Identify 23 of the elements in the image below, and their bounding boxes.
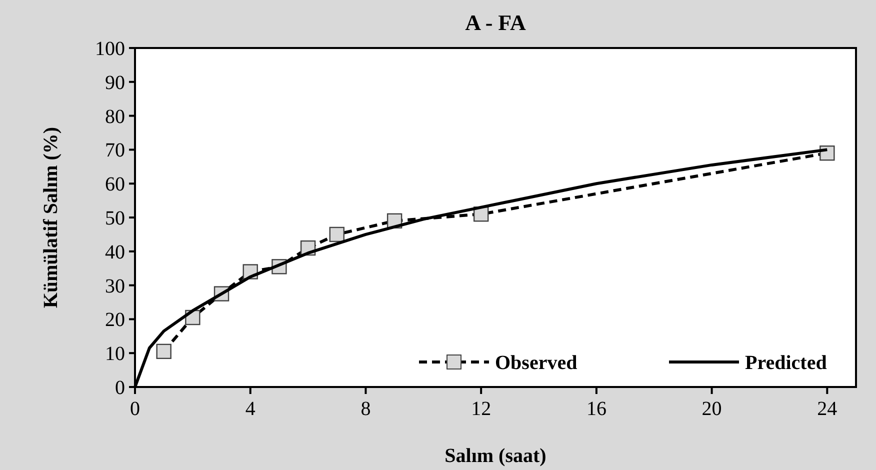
y-axis-title: Kümülatif Salım (%)	[40, 126, 62, 308]
chart-title: A - FA	[465, 10, 526, 35]
y-tick-label: 10	[105, 343, 125, 366]
y-tick-label: 0	[115, 377, 125, 399]
y-tick-label: 50	[105, 208, 125, 230]
y-tick-label: 20	[105, 309, 125, 332]
y-tick-label: 90	[105, 72, 125, 94]
x-axis-title: Salım (saat)	[444, 445, 546, 467]
legend-label: Predicted	[745, 352, 827, 374]
x-tick-label: 16	[586, 398, 606, 420]
y-tick-label: 70	[105, 140, 125, 162]
x-tick-label: 0	[130, 398, 140, 420]
y-tick-label: 100	[95, 38, 125, 60]
y-tick-label: 30	[105, 275, 125, 298]
x-tick-label: 12	[471, 398, 492, 420]
legend-label: Observed	[495, 352, 578, 374]
x-tick-label: 4	[245, 398, 256, 420]
x-tick-label: 24	[817, 398, 838, 420]
y-tick-label: 80	[105, 106, 125, 128]
x-tick-label: 20	[702, 398, 722, 420]
y-tick-label: 60	[105, 174, 125, 196]
y-tick-label: 40	[105, 241, 125, 264]
x-tick-label: 8	[360, 398, 371, 420]
